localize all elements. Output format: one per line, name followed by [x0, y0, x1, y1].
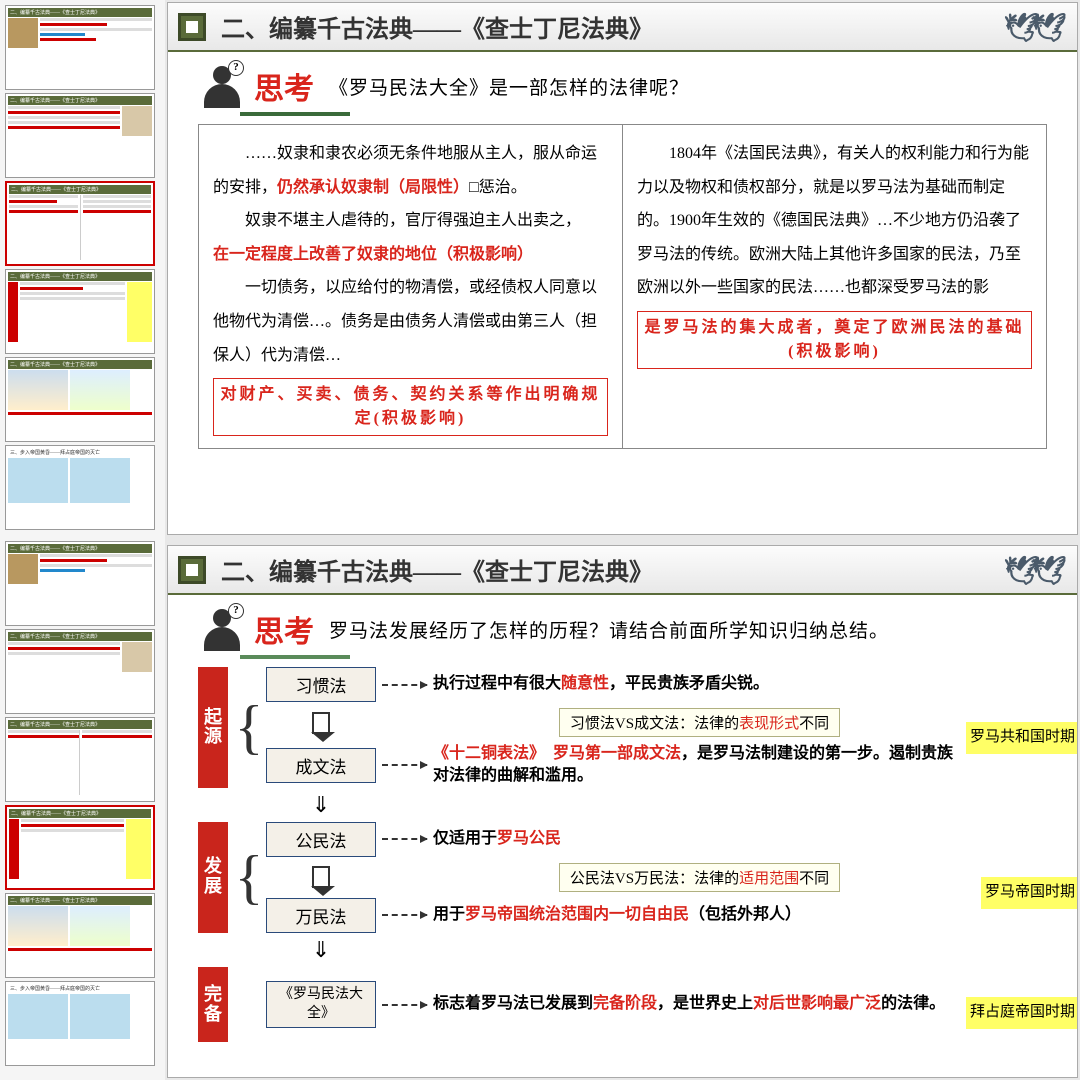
title-decoration-icon — [178, 556, 206, 584]
thumb-3b[interactable]: 二、编纂千古法典——《查士丁尼法典》 — [5, 717, 155, 802]
thumb-1b[interactable]: 二、编纂千古法典——《查士丁尼法典》 — [5, 541, 155, 626]
title-text: 二、编纂千古法典——《查士丁尼法典》 — [221, 552, 653, 587]
bird-icon: 🕊 — [1004, 11, 1067, 45]
left-conclusion-box: 对财产、买卖、债务、契约关系等作出明确规定(积极影响) — [213, 378, 608, 436]
stage-complete: 完备 — [198, 967, 228, 1043]
person-question-icon: ? — [198, 62, 246, 110]
vs-box-1: 习惯法VS成文法：法律的表现形式不同 — [559, 708, 840, 737]
desc-5: 标志着罗马法已发展到完备阶段，是世界史上对后世影响最广泛的法律。 — [433, 993, 966, 1015]
think-label: 思考 — [254, 64, 314, 108]
brace-icon: { — [238, 853, 260, 901]
desc-2: 《十二铜表法》 罗马第一部成文法，是罗马法制建设的第一步。遏制贵族对法律的曲解和… — [433, 743, 966, 788]
slide-title: 二、编纂千古法典——《查士丁尼法典》 🕊 — [168, 546, 1077, 595]
box-corpus: 《罗马民法大全》 — [266, 981, 376, 1027]
dash-arrow-icon — [382, 684, 427, 686]
thumb-1[interactable]: 二、编纂千古法典——《查士丁尼法典》 — [5, 5, 155, 90]
flowchart: 罗马共和国时期 罗马帝国时期 拜占庭帝国时期 起源 { 习惯法 执行过程中有很大… — [168, 667, 1077, 1052]
think-question: 罗马法发展经历了怎样的历程？请结合前面所学知识归纳总结。 — [329, 616, 889, 643]
think-header: ? 思考 《罗马民法大全》是一部怎样的法律呢？ — [168, 52, 1077, 116]
right-column: 1804年《法国民法典》，有关人的权利能力和行为能力以及物权和债权部分，就是以罗… — [623, 125, 1046, 448]
left-column: ……奴隶和隶农必须无条件地服从主人，服从命运的安排，仍然承认奴隶制（局限性）□惩… — [199, 125, 623, 448]
desc-1: 执行过程中有很大随意性，平民贵族矛盾尖锐。 — [433, 673, 966, 695]
stage-develop: 发展 — [198, 822, 228, 933]
person-question-icon: ? — [198, 605, 246, 653]
stage-origin: 起源 — [198, 667, 228, 788]
two-column-text: ……奴隶和隶农必须无条件地服从主人，服从命运的安排，仍然承认奴隶制（局限性）□惩… — [198, 124, 1047, 449]
slide-2: 二、编纂千古法典——《查士丁尼法典》 🕊 ? 思考 罗马法发展经历了怎样的历程？… — [167, 545, 1078, 1078]
box-written-law: 成文法 — [266, 748, 376, 783]
thumb-6b[interactable]: 三、步入帝国黄昏——拜占庭帝国的灭亡 — [5, 981, 155, 1066]
down-arrow-icon — [312, 866, 330, 888]
box-nations-law: 万民法 — [266, 898, 376, 933]
main-slides: 二、编纂千古法典——《查士丁尼法典》 🕊 ? 思考 《罗马民法大全》是一部怎样的… — [165, 0, 1080, 1080]
title-decoration-icon — [178, 13, 206, 41]
bird-icon: 🕊 — [1004, 554, 1067, 588]
thumb-6[interactable]: 三、步入帝国黄昏——拜占庭帝国的灭亡 — [5, 445, 155, 530]
think-header: ? 思考 罗马法发展经历了怎样的历程？请结合前面所学知识归纳总结。 — [168, 595, 1077, 659]
box-citizen-law: 公民法 — [266, 822, 376, 857]
dash-arrow-icon — [382, 1004, 427, 1006]
desc-3: 仅适用于罗马公民 — [433, 828, 966, 850]
period-tag-2: 罗马帝国时期 — [981, 877, 1078, 909]
thumb-4[interactable]: 二、编纂千古法典——《查士丁尼法典》 — [5, 269, 155, 354]
period-tag-1: 罗马共和国时期 — [966, 722, 1078, 754]
thumb-3[interactable]: 二、编纂千古法典——《查士丁尼法典》 — [5, 181, 155, 266]
brace-icon: { — [238, 703, 260, 751]
underline-decoration — [240, 112, 350, 116]
vs-box-2: 公民法VS万民法：法律的适用范围不同 — [559, 863, 840, 892]
thumb-5[interactable]: 二、编纂千古法典——《查士丁尼法典》 — [5, 357, 155, 442]
slide-1: 二、编纂千古法典——《查士丁尼法典》 🕊 ? 思考 《罗马民法大全》是一部怎样的… — [167, 2, 1078, 535]
underline-decoration — [240, 655, 350, 659]
desc-4: 用于罗马帝国统治范围内一切自由民（包括外邦人） — [433, 904, 966, 926]
dash-arrow-icon — [382, 764, 427, 766]
period-tag-3: 拜占庭帝国时期 — [966, 997, 1078, 1029]
title-text: 二、编纂千古法典——《查士丁尼法典》 — [221, 9, 653, 44]
down-arrow-icon — [312, 712, 330, 734]
thumb-2[interactable]: 二、编纂千古法典——《查士丁尼法典》 — [5, 93, 155, 178]
slide-title: 二、编纂千古法典——《查士丁尼法典》 🕊 — [168, 3, 1077, 52]
right-conclusion-box: 是罗马法的集大成者，奠定了欧洲民法的基础(积极影响) — [637, 311, 1032, 369]
thumb-4b[interactable]: 二、编纂千古法典——《查士丁尼法典》 — [5, 805, 155, 890]
box-custom-law: 习惯法 — [266, 667, 376, 702]
thumb-5b[interactable]: 二、编纂千古法典——《查士丁尼法典》 — [5, 893, 155, 978]
dash-arrow-icon — [382, 838, 427, 840]
thumbnail-panel[interactable]: 二、编纂千古法典——《查士丁尼法典》 二、编纂千古法典——《查士丁尼法典》 二、… — [0, 0, 165, 1080]
thumb-2b[interactable]: 二、编纂千古法典——《查士丁尼法典》 — [5, 629, 155, 714]
think-label: 思考 — [254, 607, 314, 651]
dash-arrow-icon — [382, 914, 427, 916]
think-question: 《罗马民法大全》是一部怎样的法律呢？ — [329, 73, 689, 100]
